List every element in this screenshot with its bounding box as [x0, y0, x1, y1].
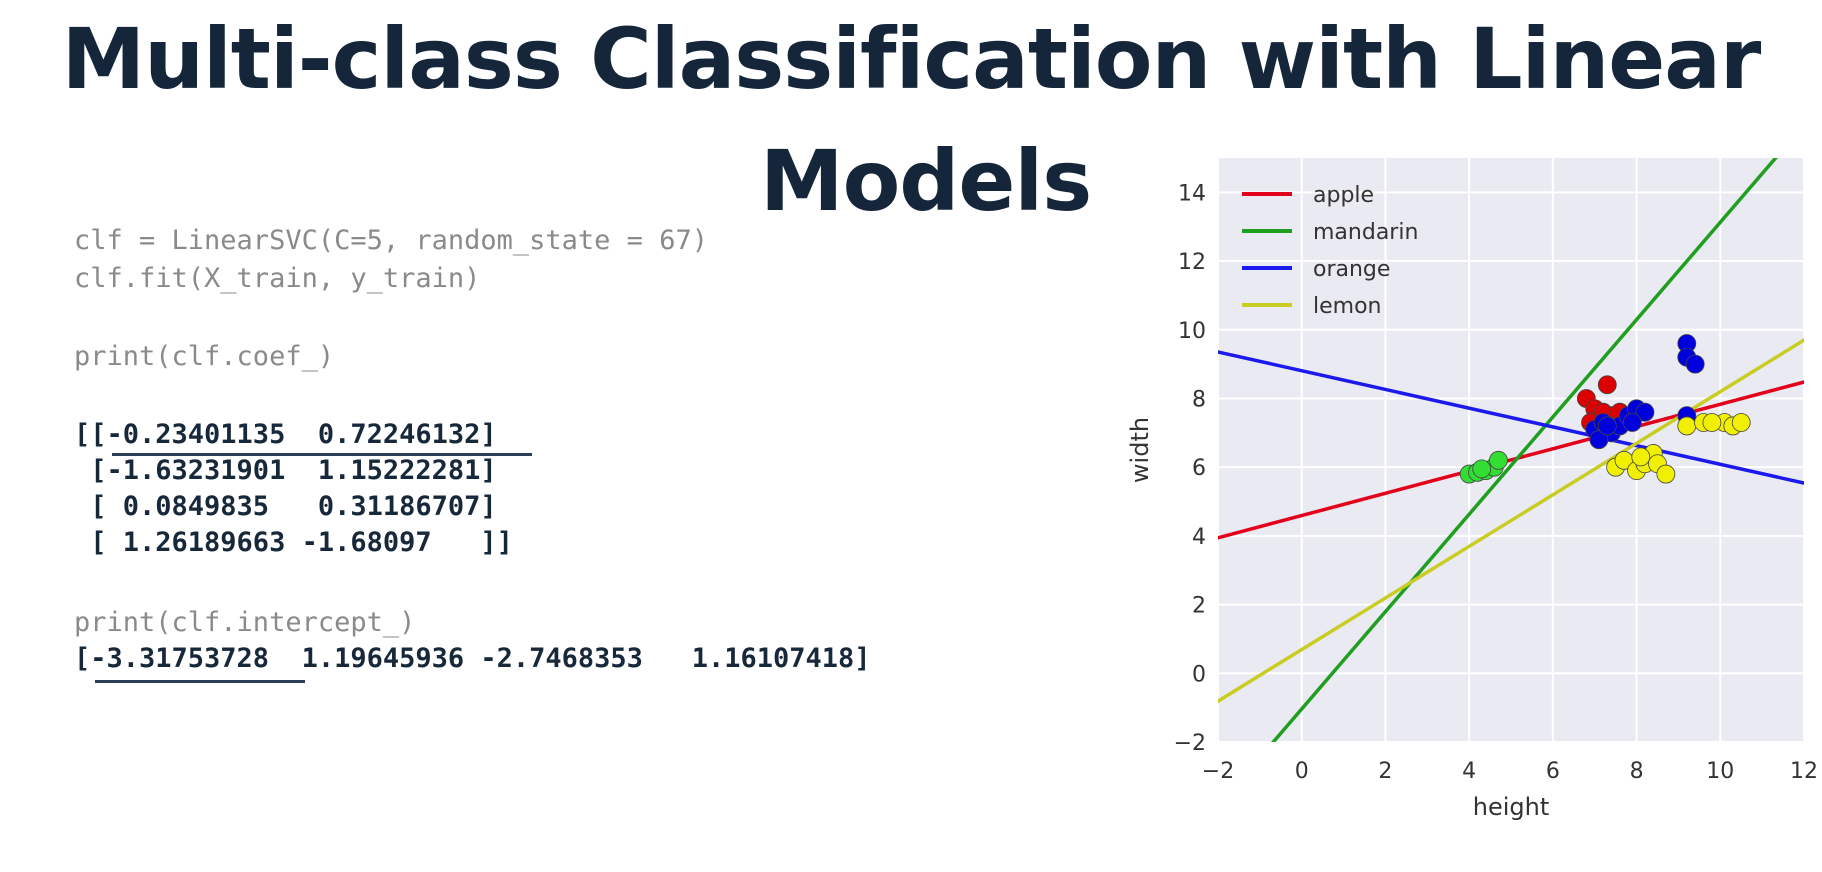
- y-tick-label-6: 10: [1178, 319, 1206, 344]
- legend-label-lemon: lemon: [1313, 294, 1381, 319]
- point-apple-1: [1597, 375, 1617, 395]
- coef-output-row-1: [[-0.23401135 0.72246132]: [74, 419, 497, 450]
- point-orange-7: [1635, 402, 1655, 422]
- coef-output-row-2: [-1.63231901 1.15222281]: [74, 455, 497, 486]
- x-tick-label-6: 10: [1706, 759, 1734, 784]
- x-tick-label-4: 6: [1546, 759, 1560, 784]
- y-tick-label-4: 6: [1192, 456, 1206, 481]
- point-lemon-6: [1656, 464, 1676, 484]
- point-lemon-7: [1631, 447, 1651, 467]
- y-tick-label-5: 8: [1192, 387, 1206, 412]
- slide-title-line-1: Multi-class Classification with Linear: [61, 10, 1762, 108]
- point-orange-9: [1597, 416, 1617, 436]
- y-tick-label-0: −2: [1174, 731, 1206, 756]
- boundary-line-lemon: [1218, 338, 1804, 704]
- code-line-fit: clf.fit(X_train, y_train): [74, 263, 481, 294]
- y-tick-label-1: 0: [1192, 662, 1206, 687]
- boundary-lines: [1218, 158, 1804, 742]
- x-tick-label-5: 8: [1630, 759, 1644, 784]
- code-line-print-coef: print(clf.coef_): [74, 341, 335, 372]
- point-orange-12: [1685, 354, 1705, 374]
- point-lemon-12: [1731, 413, 1751, 432]
- x-tick-label-3: 4: [1462, 759, 1476, 784]
- x-tick-label-2: 2: [1378, 759, 1392, 784]
- legend: apple mandarin orange lemon: [1242, 183, 1418, 319]
- point-mandarin-5: [1472, 459, 1492, 479]
- y-axis-label: width: [1126, 417, 1154, 483]
- x-tick-label-0: −2: [1202, 759, 1234, 784]
- boundary-line-apple: [1218, 380, 1804, 540]
- y-tick-label-2: 2: [1192, 594, 1206, 619]
- point-orange-3: [1589, 430, 1609, 450]
- plot-background: [1218, 158, 1804, 742]
- boundary-line-mandarin: [1270, 158, 1778, 742]
- legend-label-mandarin: mandarin: [1313, 220, 1418, 245]
- code-line-print-intercept: print(clf.intercept_): [74, 607, 416, 638]
- tick-labels: −2 0 2 4 6 8 10 12 −2 0 2 4 6 8 10 12 14: [1174, 181, 1818, 784]
- coef-row-1-underline: [112, 453, 532, 456]
- x-tick-label-1: 0: [1295, 759, 1309, 784]
- slide-title-line-2: Models: [760, 132, 1092, 230]
- code-line-linearsvc: clf = LinearSVC(C=5, random_state = 67): [74, 225, 708, 256]
- intercept-output: [-3.31753728 1.19645936 -2.7468353 1.161…: [74, 643, 871, 674]
- point-lemon-8: [1677, 416, 1697, 436]
- y-tick-label-7: 12: [1178, 250, 1206, 275]
- intercept-first-underline: [95, 680, 305, 683]
- x-axis-label: height: [1473, 793, 1550, 821]
- coef-output-row-3: [ 0.0849835 0.31186707]: [74, 491, 497, 522]
- x-tick-label-7: 12: [1790, 759, 1818, 784]
- point-lemon-13: [1702, 413, 1722, 432]
- point-orange-8: [1622, 413, 1642, 432]
- y-tick-label-8: 14: [1178, 181, 1206, 206]
- legend-label-orange: orange: [1313, 257, 1390, 282]
- y-tick-label-3: 4: [1192, 525, 1206, 550]
- boundary-line-orange: [1218, 350, 1804, 485]
- coef-output-row-4: [ 1.26189663 -1.68097 ]]: [74, 527, 513, 558]
- point-mandarin-4: [1489, 450, 1508, 470]
- legend-label-apple: apple: [1313, 183, 1374, 208]
- data-points: [1459, 334, 1751, 484]
